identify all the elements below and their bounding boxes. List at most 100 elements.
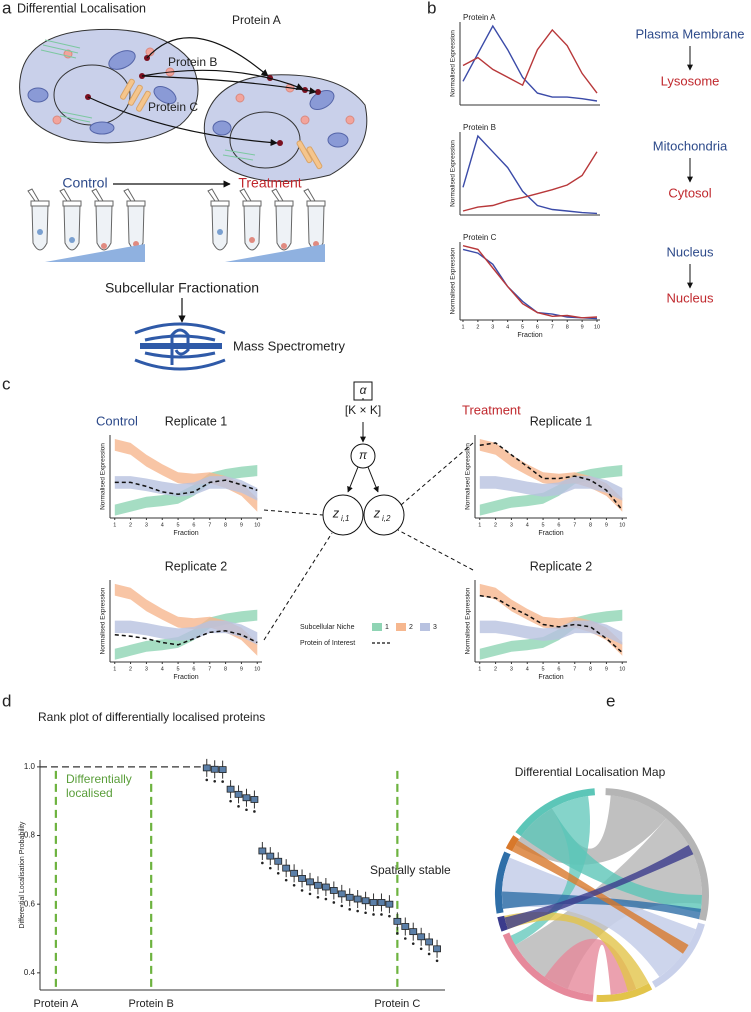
panel-title: Differential Localisation (17, 1, 146, 15)
chord-ribbon (504, 845, 694, 930)
outlier (300, 889, 304, 892)
panel-label: e (606, 691, 615, 710)
y-axis-label: Normalised Expression (100, 587, 107, 654)
x-tick-label: 7 (208, 522, 211, 528)
outlier (237, 805, 240, 808)
box (433, 945, 441, 953)
chart-title: Rank plot of differentially localised pr… (38, 710, 265, 724)
chord-arc (515, 788, 595, 837)
outlier (419, 947, 423, 951)
protein-label: Protein A (232, 13, 281, 27)
outlier (261, 861, 264, 865)
y-tick-label: 0.4 (24, 968, 36, 977)
chart-title: Replicate 1 (530, 414, 593, 428)
treatment-localisation: Nucleus (667, 290, 714, 305)
x-tick-label: 10 (254, 666, 260, 672)
x-tick-label: 4 (161, 666, 164, 672)
legend-label: 3 (433, 624, 437, 631)
box (218, 766, 227, 774)
box (314, 881, 322, 889)
control-localisation: Nucleus (667, 244, 714, 259)
niche-band (114, 476, 258, 501)
y-tick-label: 0.8 (24, 831, 36, 840)
annotation: Differentially localised (66, 772, 132, 800)
x-tick-label: 6 (536, 324, 539, 330)
x-tick-label: 8 (224, 522, 227, 528)
box (425, 938, 434, 946)
outlier (253, 810, 256, 813)
box (345, 893, 354, 901)
outlier (403, 937, 407, 940)
localisation-labels: Plasma Membrane Lysosome Mitochondria Cy… (635, 26, 744, 305)
box (417, 933, 426, 941)
niche-band (114, 583, 258, 656)
chord-ribbon (510, 796, 591, 945)
outlier (388, 914, 391, 918)
x-tick-label: 9 (240, 522, 243, 528)
chart-title: Replicate 1 (165, 414, 228, 428)
model-node: [K × K] (345, 403, 381, 417)
x-tick-label: 9 (605, 522, 608, 528)
x-tick-label: 3 (145, 522, 148, 528)
x-tick-label: 1 (113, 666, 116, 672)
model-subscript: i,2 (382, 514, 391, 523)
line (462, 151, 598, 212)
x-tick-label: 9 (605, 666, 608, 672)
treatment-label: Treatment (238, 175, 301, 191)
x-tick-label: 2 (129, 666, 132, 672)
outlier (356, 909, 359, 913)
step-label: Subcellular Fractionation (105, 280, 259, 296)
protein-line (114, 479, 258, 496)
x-tick-label: 4 (161, 522, 164, 528)
x-tick-label: 8 (589, 666, 592, 672)
box (266, 852, 275, 860)
outlier (396, 932, 399, 935)
legend-label: 1 (385, 624, 389, 631)
x-tick-label: 3 (145, 666, 148, 672)
box (353, 895, 362, 903)
chord-arc (596, 983, 653, 1003)
x-axis-label: Fraction (517, 332, 542, 339)
legend-label: 2 (409, 624, 413, 631)
line (462, 245, 598, 319)
niche-band (479, 439, 623, 512)
box (226, 785, 235, 793)
box (290, 869, 299, 877)
x-tick-label: 8 (224, 666, 227, 672)
protein-line (114, 630, 258, 646)
y-tick-label: 0.6 (24, 899, 36, 908)
marker-label: Protein C (374, 998, 420, 1010)
box (409, 928, 418, 936)
cell-illustration (19, 28, 368, 182)
outlier (205, 778, 209, 782)
legend-title: Subcellular Niche (300, 624, 355, 631)
box (329, 887, 338, 894)
control-localisation: Plasma Membrane (635, 26, 744, 41)
x-tick-label: 1 (461, 324, 464, 330)
mass-spec-icon (134, 322, 226, 371)
line (462, 28, 598, 94)
x-tick-label: 9 (581, 324, 584, 330)
outlier (340, 904, 344, 908)
y-axis-label: Normalised Expression (465, 587, 472, 654)
x-tick-label: 3 (510, 666, 513, 672)
box (274, 857, 283, 865)
chart-title: Replicate 2 (165, 559, 228, 573)
outlier (380, 913, 383, 916)
box (377, 899, 386, 906)
outlier (284, 878, 288, 882)
outlier (435, 959, 439, 963)
x-tick-label: 10 (619, 666, 625, 672)
box (306, 878, 314, 886)
x-tick-label: 2 (494, 522, 497, 528)
y-axis-label: Normalised Expression (450, 30, 457, 97)
outlier (268, 866, 272, 870)
box (202, 764, 211, 772)
outlier (213, 779, 217, 783)
box (258, 847, 267, 855)
panel-label: a (2, 0, 12, 17)
outlier (324, 897, 328, 901)
x-tick-label: 8 (589, 522, 592, 528)
